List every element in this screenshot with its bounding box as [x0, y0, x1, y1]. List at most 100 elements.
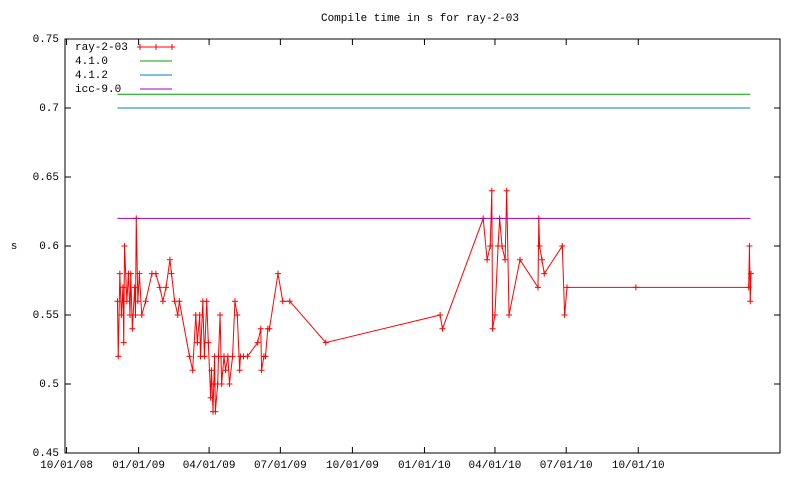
- point-marker: [484, 256, 491, 263]
- point-marker: [286, 298, 293, 305]
- legend-marker: [153, 44, 159, 50]
- legend-marker: [137, 44, 143, 50]
- point-marker: [536, 243, 543, 249]
- point-marker: [138, 312, 145, 318]
- point-marker: [437, 312, 444, 318]
- y-axis-label: s: [11, 241, 18, 253]
- point-marker: [115, 353, 122, 360]
- point-marker: [168, 270, 175, 277]
- point-marker: [120, 339, 127, 346]
- x-tick-label: 10/01/08: [40, 460, 93, 472]
- point-marker: [131, 284, 138, 291]
- x-tick-label: 01/01/10: [398, 460, 451, 472]
- point-marker: [142, 298, 149, 305]
- point-marker: [127, 270, 134, 277]
- point-marker: [487, 243, 494, 249]
- point-marker: [491, 312, 498, 318]
- point-marker: [121, 243, 128, 249]
- x-tick-label: 04/01/09: [183, 460, 236, 472]
- point-marker: [186, 353, 193, 360]
- point-marker: [174, 312, 181, 318]
- point-marker: [266, 325, 273, 332]
- point-marker: [559, 243, 566, 249]
- point-marker: [156, 284, 163, 291]
- point-marker: [222, 367, 229, 374]
- point-marker: [134, 298, 141, 305]
- point-marker: [244, 353, 251, 360]
- point-marker: [129, 325, 136, 332]
- point-marker: [279, 298, 286, 305]
- point-marker: [561, 312, 568, 318]
- point-marker: [748, 270, 755, 277]
- point-marker: [503, 187, 510, 194]
- point-marker: [257, 325, 264, 332]
- point-marker: [152, 270, 159, 277]
- point-marker: [207, 394, 214, 401]
- point-marker: [506, 312, 513, 318]
- point-marker: [194, 339, 201, 346]
- point-marker: [488, 187, 495, 194]
- point-marker: [489, 325, 496, 332]
- y-tick-label: 0.45: [33, 448, 59, 460]
- x-tick-label: 07/01/09: [254, 460, 307, 472]
- legend-label: 4.1.0: [75, 56, 108, 68]
- point-marker: [226, 381, 233, 387]
- point-marker: [322, 339, 329, 346]
- legend-marker: [169, 44, 175, 50]
- point-marker: [746, 243, 753, 249]
- point-marker: [163, 284, 170, 291]
- point-marker: [136, 270, 143, 277]
- point-marker: [215, 353, 222, 360]
- point-marker: [234, 312, 241, 318]
- point-marker: [166, 256, 173, 263]
- point-marker: [119, 284, 126, 291]
- point-marker: [212, 408, 219, 415]
- y-tick-label: 0.55: [33, 310, 59, 322]
- point-marker: [208, 367, 215, 374]
- point-marker: [745, 284, 752, 291]
- x-tick-label: 07/01/10: [540, 460, 593, 472]
- y-tick-label: 0.65: [33, 172, 59, 184]
- y-tick-label: 0.5: [39, 379, 59, 391]
- legend-label: 4.1.2: [75, 70, 108, 82]
- point-marker: [114, 298, 121, 305]
- y-tick-label: 0.6: [39, 241, 59, 253]
- point-marker: [747, 298, 754, 305]
- x-tick-label: 04/01/10: [469, 460, 522, 472]
- point-marker: [127, 312, 133, 318]
- point-marker: [205, 339, 212, 346]
- x-tick-label: 10/01/10: [612, 460, 665, 472]
- legend-label: ray-2-03: [75, 42, 128, 54]
- point-marker: [229, 353, 236, 360]
- point-marker: [632, 284, 639, 291]
- point-marker: [176, 298, 183, 305]
- point-marker: [502, 256, 509, 263]
- point-marker: [159, 298, 166, 305]
- point-marker: [262, 353, 269, 360]
- point-marker: [535, 284, 542, 291]
- point-marker: [218, 381, 225, 387]
- point-marker: [189, 367, 196, 374]
- chart-title: Compile time in s for ray-2-03: [321, 13, 519, 25]
- point-marker: [201, 353, 208, 360]
- point-marker: [196, 312, 203, 318]
- legend-label: icc-9.0: [75, 84, 121, 96]
- point-marker: [116, 270, 123, 277]
- point-marker: [538, 256, 545, 263]
- y-tick-label: 0.75: [33, 34, 59, 46]
- x-tick-label: 10/01/09: [326, 460, 379, 472]
- point-marker: [258, 367, 265, 374]
- point-marker: [563, 284, 570, 291]
- point-marker: [439, 325, 446, 332]
- point-marker: [118, 312, 125, 318]
- x-tick-label: 01/01/09: [112, 460, 165, 472]
- point-marker: [254, 339, 261, 346]
- point-marker: [231, 298, 238, 305]
- y-tick-label: 0.7: [39, 103, 59, 115]
- point-marker: [517, 256, 523, 263]
- point-marker: [203, 298, 210, 305]
- point-marker: [541, 270, 548, 277]
- point-marker: [275, 270, 282, 277]
